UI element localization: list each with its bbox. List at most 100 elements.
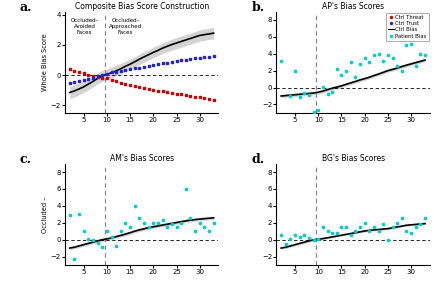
Point	[178, 220, 184, 225]
Point	[150, 220, 157, 225]
Point	[306, 93, 312, 97]
Point	[164, 225, 171, 229]
Point	[89, 238, 96, 243]
Point	[117, 229, 124, 234]
Point	[408, 231, 414, 235]
Point	[141, 220, 148, 225]
Point	[324, 229, 331, 234]
Point	[319, 225, 326, 229]
Point	[329, 90, 335, 94]
Point	[278, 233, 285, 238]
Point	[71, 257, 78, 261]
Point	[187, 216, 194, 221]
Point	[99, 245, 106, 249]
Point	[76, 212, 82, 217]
Text: Occluded–
Avoided
Faces: Occluded– Avoided Faces	[70, 18, 99, 35]
Point	[127, 225, 134, 229]
Point	[366, 229, 373, 234]
Point	[403, 43, 410, 48]
Text: b.: b.	[252, 1, 265, 14]
Point	[398, 68, 405, 73]
Point	[80, 229, 87, 234]
Point	[421, 53, 428, 58]
Point	[417, 52, 424, 56]
Point	[296, 94, 303, 99]
Point	[333, 231, 340, 235]
Point	[66, 213, 73, 217]
Text: Occluded–
Approached
Faces: Occluded– Approached Faces	[109, 18, 142, 35]
Point	[94, 241, 101, 245]
Point	[361, 56, 368, 60]
Point	[380, 58, 387, 63]
Point	[385, 53, 391, 58]
Point	[168, 222, 175, 227]
Point	[315, 236, 322, 241]
Point	[310, 237, 317, 242]
Point	[201, 225, 208, 229]
Point	[417, 222, 424, 227]
Point	[310, 110, 317, 114]
Point	[292, 233, 299, 238]
Point	[389, 56, 396, 60]
Y-axis label: Occluded –: Occluded –	[42, 196, 48, 233]
Point	[357, 225, 364, 229]
Point	[371, 225, 378, 229]
Point	[342, 225, 349, 229]
Point	[371, 53, 378, 58]
Point	[182, 187, 189, 191]
Point	[333, 67, 340, 71]
Point	[287, 94, 294, 98]
Point	[196, 220, 203, 225]
Point	[394, 220, 401, 225]
Point	[394, 64, 401, 69]
Point	[361, 220, 368, 225]
Text: a.: a.	[19, 1, 32, 14]
Point	[108, 235, 115, 239]
Point	[329, 231, 335, 235]
Text: c.: c.	[19, 154, 31, 166]
Point	[338, 225, 345, 229]
Point	[85, 236, 92, 241]
Point	[347, 233, 354, 238]
Point	[389, 225, 396, 229]
Title: AP's Bias Scores: AP's Bias Scores	[322, 2, 384, 11]
Point	[287, 236, 294, 241]
Point	[375, 52, 382, 56]
Title: Composite Bias Score Construction: Composite Bias Score Construction	[75, 2, 209, 11]
Point	[347, 60, 354, 65]
Point	[136, 216, 143, 221]
Title: BG's Bias Scores: BG's Bias Scores	[322, 154, 385, 163]
Point	[338, 73, 345, 77]
Point	[324, 92, 331, 96]
Point	[315, 108, 322, 113]
Text: d.: d.	[252, 154, 265, 166]
Point	[352, 75, 359, 80]
Point	[412, 64, 419, 69]
Point	[282, 242, 289, 246]
Point	[206, 229, 213, 234]
Point	[155, 220, 161, 225]
Title: AM's Bias Scores: AM's Bias Scores	[110, 154, 174, 163]
Point	[421, 216, 428, 221]
Point	[122, 220, 129, 225]
Point	[131, 204, 138, 208]
Point	[342, 68, 349, 73]
Point	[319, 84, 326, 89]
Point	[301, 91, 308, 96]
Point	[398, 216, 405, 221]
Point	[103, 229, 110, 234]
Point	[292, 68, 299, 73]
Point	[296, 235, 303, 239]
Point	[301, 233, 308, 238]
Point	[113, 244, 120, 249]
Point	[408, 41, 414, 46]
Point	[380, 222, 387, 227]
Point	[385, 237, 391, 242]
Point	[375, 229, 382, 234]
Point	[278, 59, 285, 64]
Point	[173, 225, 180, 229]
Point	[145, 225, 152, 229]
Y-axis label: Whole Bias Score: Whole Bias Score	[42, 33, 48, 91]
Point	[403, 229, 410, 234]
Legend: Ctrl Threat, Ctrl Trust, Ctrl Bias, Patient Bias: Ctrl Threat, Ctrl Trust, Ctrl Bias, Pati…	[386, 13, 429, 41]
